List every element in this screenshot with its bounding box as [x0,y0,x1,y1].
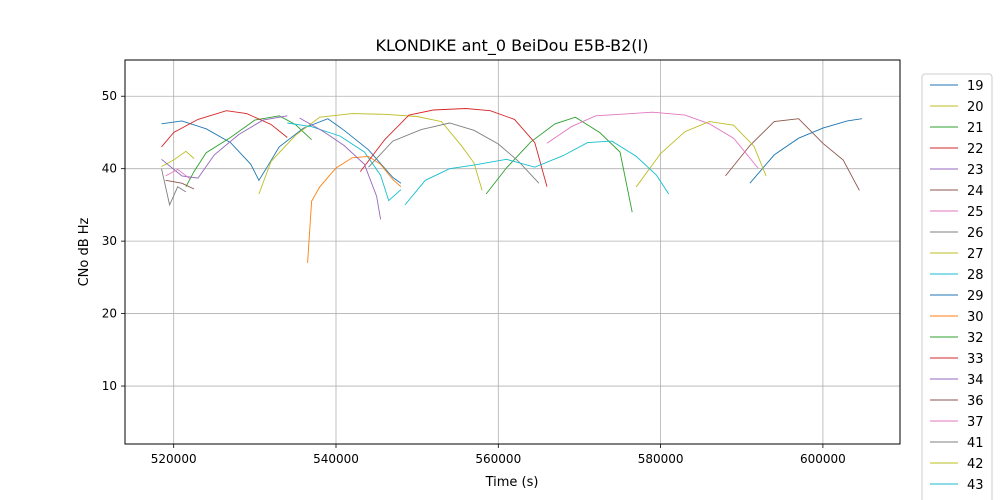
x-tick-label: 560000 [475,452,521,466]
legend-label-32: 32 [967,331,984,346]
legend-label-19: 19 [967,79,984,94]
series-line-32 [485,116,633,213]
y-tick-label: 10 [102,379,117,393]
legend-label-42: 42 [967,457,984,472]
legend-label-25: 25 [967,205,984,220]
series-line-27 [258,113,483,195]
series-line-19 [161,118,402,184]
series-line-23 [161,115,288,179]
series-line-37 [546,111,759,169]
series-line-26 [161,168,187,207]
series-line-28 [287,122,402,202]
legend-label-33: 33 [967,352,984,367]
series-line-42 [635,121,767,188]
chart-title: KLONDIKE ant_0 BeiDou E5B-B2(I) [375,36,648,56]
x-tick-label: 520000 [151,452,197,466]
grid-lines [125,60,900,444]
legend-label-43: 43 [967,478,984,493]
plot-frame [124,59,901,445]
legend-label-24: 24 [967,184,984,199]
legend-label-28: 28 [967,268,984,283]
legend-label-30: 30 [967,310,984,325]
series-layer [161,108,862,263]
legend-label-23: 23 [967,163,984,178]
y-tick-label: 30 [102,234,117,248]
legend-label-34: 34 [967,373,984,388]
series-line-30 [307,155,402,263]
x-tick-label: 600000 [800,452,846,466]
x-axis-label: Time (s) [485,475,539,490]
legend-label-26: 26 [967,226,984,241]
x-tick-label: 580000 [638,452,684,466]
legend-label-37: 37 [967,415,984,430]
series-line-21 [185,115,312,188]
series-line-24 [165,179,195,190]
series-line-34 [299,117,382,220]
legend-label-27: 27 [967,247,984,262]
series-line-22 [161,110,288,148]
series-line-36 [725,118,860,191]
series-line-20 [161,150,195,167]
x-tick-label: 540000 [313,452,359,466]
axis-ticks: 520000 540000 560000 580000 600000 10 20 30 40 50 [102,89,846,466]
series-line-25 [165,168,191,180]
y-axis-label: CNo dB Hz [77,217,92,286]
legend-label-20: 20 [967,100,984,115]
series-line-41 [368,122,540,184]
legend-label-21: 21 [967,121,984,136]
legend-label-41: 41 [967,436,984,451]
legend-label-36: 36 [967,394,984,409]
legend-label-29: 29 [967,289,984,304]
legend-label-22: 22 [967,142,984,157]
legend: 19 20 21 22 23 24 25 26 27 28 29 30 32 33 34 36 37 41 42 43… [921,73,993,500]
y-tick-label: 50 [102,89,117,103]
y-tick-label: 20 [102,307,117,321]
series-line-43 [404,140,670,206]
series-line-29 [749,118,862,184]
legend-box [921,73,993,500]
series-line-33 [359,108,548,187]
y-tick-label: 40 [102,162,117,176]
